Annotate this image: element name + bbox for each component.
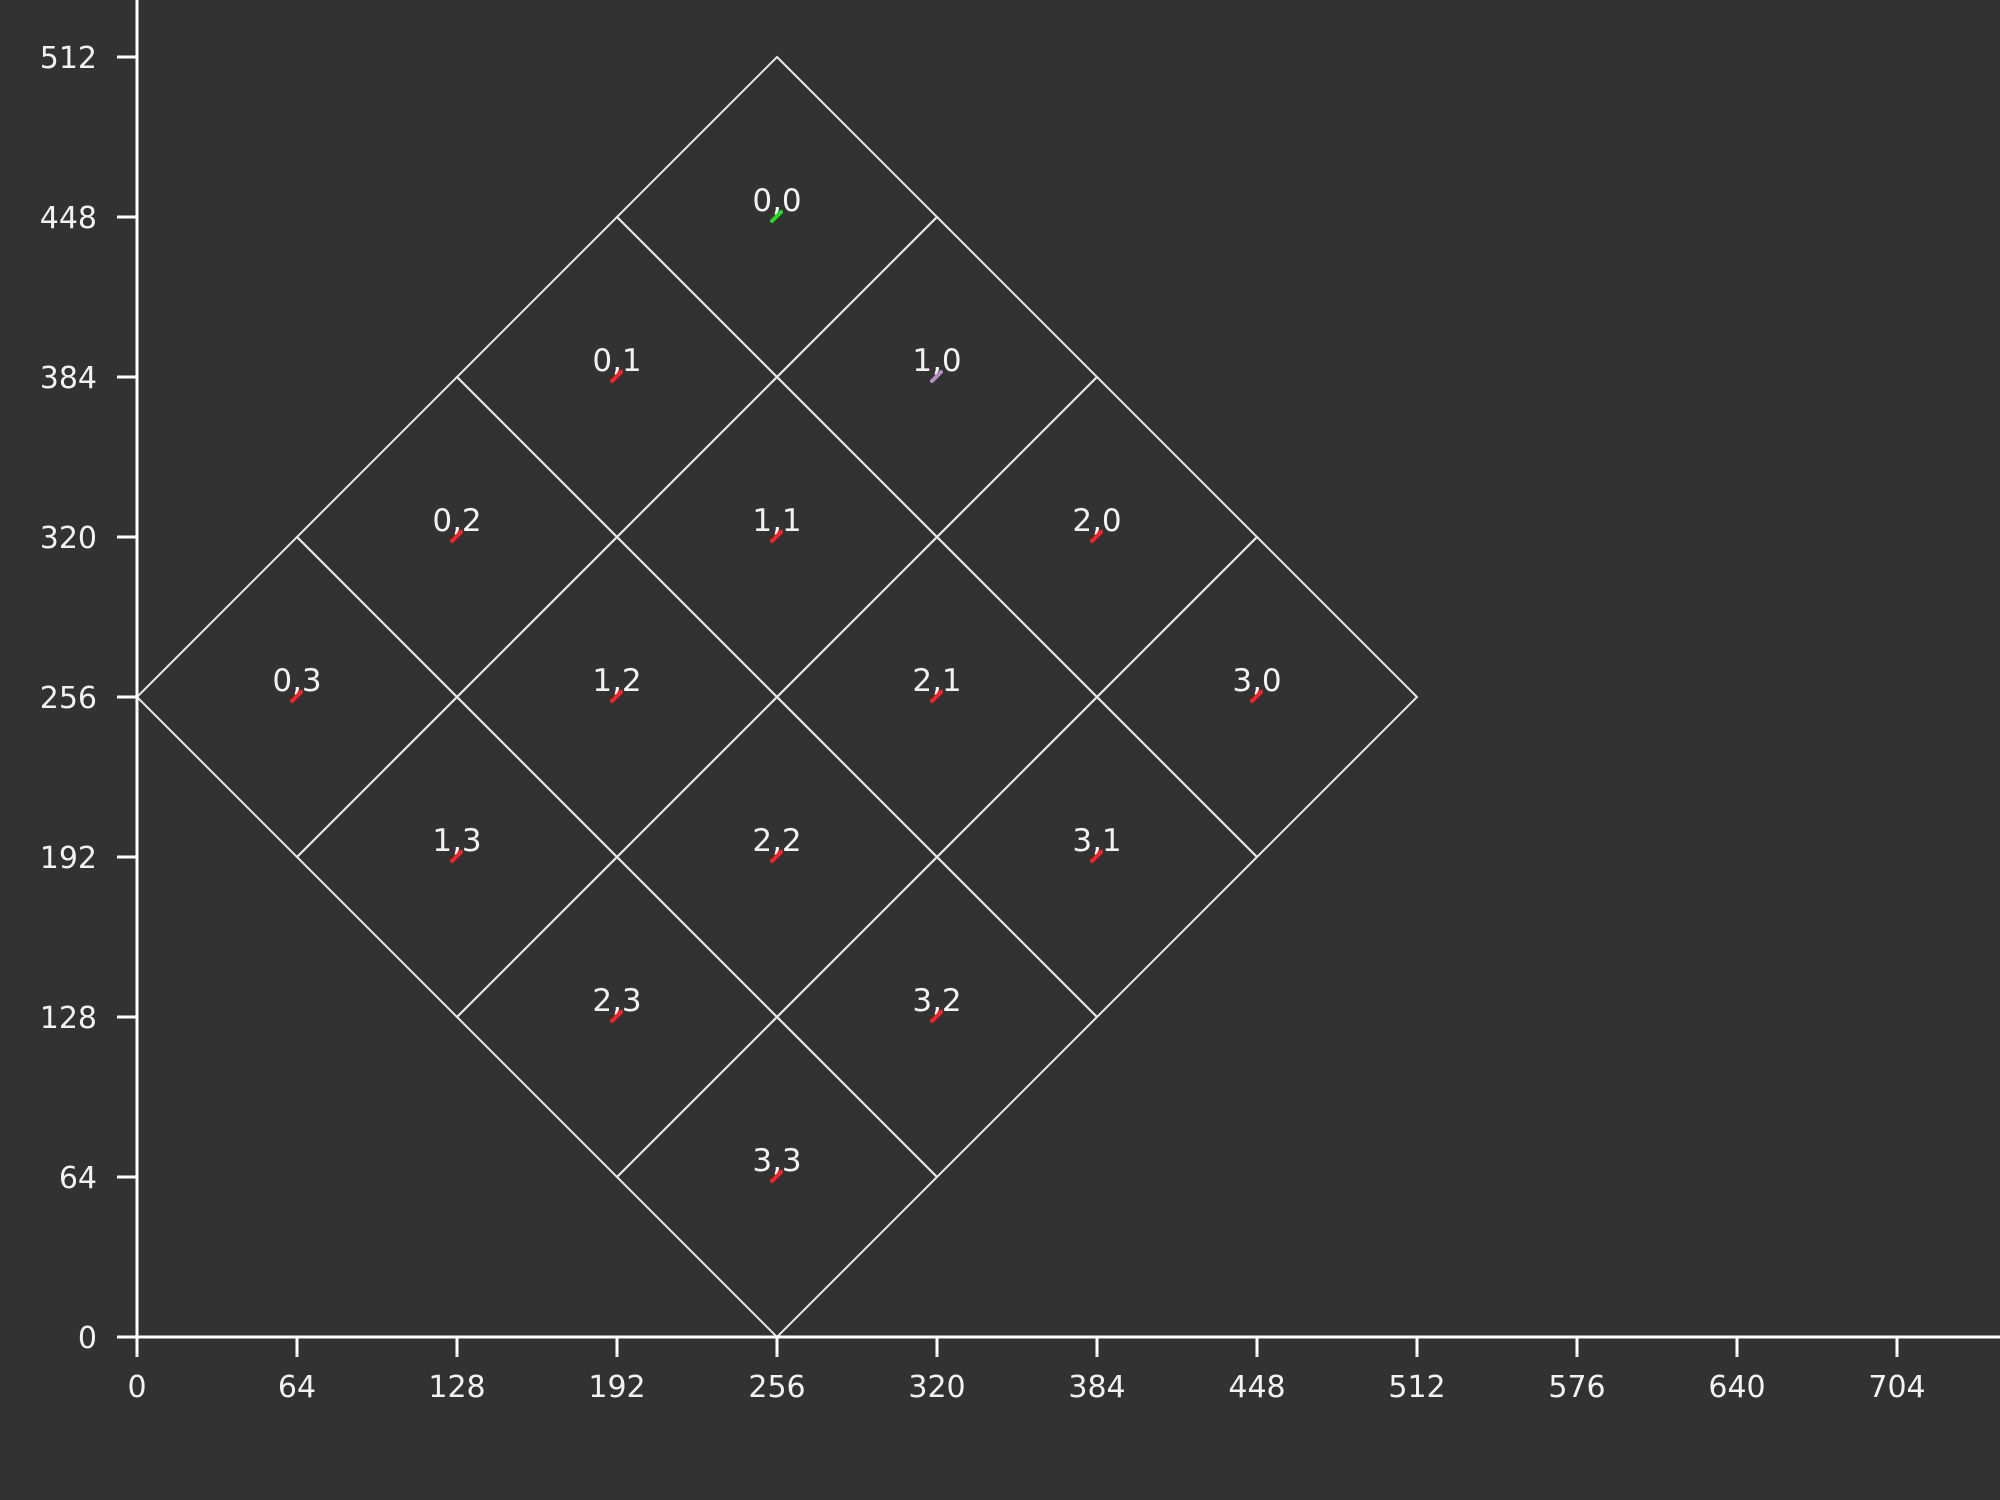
y-tick-label: 192 — [40, 841, 97, 876]
y-tick-label: 0 — [78, 1321, 97, 1356]
tile-center-marker — [1090, 530, 1103, 543]
tile-label: 2,0 — [1072, 503, 1121, 539]
tile-center-marker — [610, 690, 623, 703]
axes-layer: 0 64 128 192 256 320 384 448 512 576 640 704 0 64 128 1… — [40, 0, 2000, 1405]
tile-center-marker — [1250, 690, 1263, 703]
tile-label: 2,1 — [912, 663, 961, 699]
x-tick-label: 704 — [1868, 1370, 1925, 1405]
tile-center-marker — [770, 530, 783, 543]
tile-center-marker — [290, 690, 303, 703]
tile-label: 0,1 — [592, 343, 641, 379]
tile-center-marker — [930, 370, 943, 383]
tile-label: 3,0 — [1232, 663, 1281, 699]
tile-label: 1,0 — [912, 343, 961, 379]
x-tick-label: 448 — [1228, 1370, 1285, 1405]
y-tick-label: 256 — [40, 681, 97, 716]
tile-label: 3,3 — [752, 1143, 801, 1179]
tile-label: 1,1 — [752, 503, 801, 539]
tile-center-marker — [930, 1010, 943, 1023]
tile-center-marker — [770, 1170, 783, 1183]
x-tick-label: 320 — [908, 1370, 965, 1405]
x-tick-label: 192 — [588, 1370, 645, 1405]
y-tick-label: 448 — [40, 201, 97, 236]
tile-center-marker — [610, 1010, 623, 1023]
tile-label: 0,3 — [272, 663, 321, 699]
tile-center-marker — [930, 690, 943, 703]
x-tick-label: 256 — [748, 1370, 805, 1405]
tile-label: 2,3 — [592, 983, 641, 1019]
x-tick-label: 576 — [1548, 1370, 1605, 1405]
y-tick-label: 64 — [59, 1161, 97, 1196]
tile-center-marker — [450, 530, 463, 543]
tile-label: 3,2 — [912, 983, 961, 1019]
x-tick-label: 0 — [127, 1370, 146, 1405]
tile-label: 1,3 — [432, 823, 481, 859]
x-tick-label: 512 — [1388, 1370, 1445, 1405]
tile-center-marker — [610, 370, 623, 383]
tile-center-marker — [770, 210, 783, 223]
y-tick-label: 128 — [40, 1001, 97, 1036]
tile-label: 0,2 — [432, 503, 481, 539]
y-tick-label: 320 — [40, 521, 97, 556]
tile-label: 2,2 — [752, 823, 801, 859]
tile-label: 3,1 — [1072, 823, 1121, 859]
tile-label: 1,2 — [592, 663, 641, 699]
x-tick-label: 64 — [278, 1370, 316, 1405]
tile-center-marker — [770, 850, 783, 863]
tile-label: 0,0 — [752, 183, 801, 219]
tile-center-marker — [450, 850, 463, 863]
y-tick-label: 384 — [40, 361, 97, 396]
y-tick-label: 512 — [40, 41, 97, 76]
tile-center-marker — [1090, 850, 1103, 863]
x-tick-label: 128 — [428, 1370, 485, 1405]
tiles-layer: 0,0 0,1 0,2 0,3 1,0 1,1 1,2 1,3 2,0 2,1 2,2 2,3 3,0 3… — [135, 55, 1419, 1339]
x-tick-label: 640 — [1708, 1370, 1765, 1405]
x-tick-label: 384 — [1068, 1370, 1125, 1405]
